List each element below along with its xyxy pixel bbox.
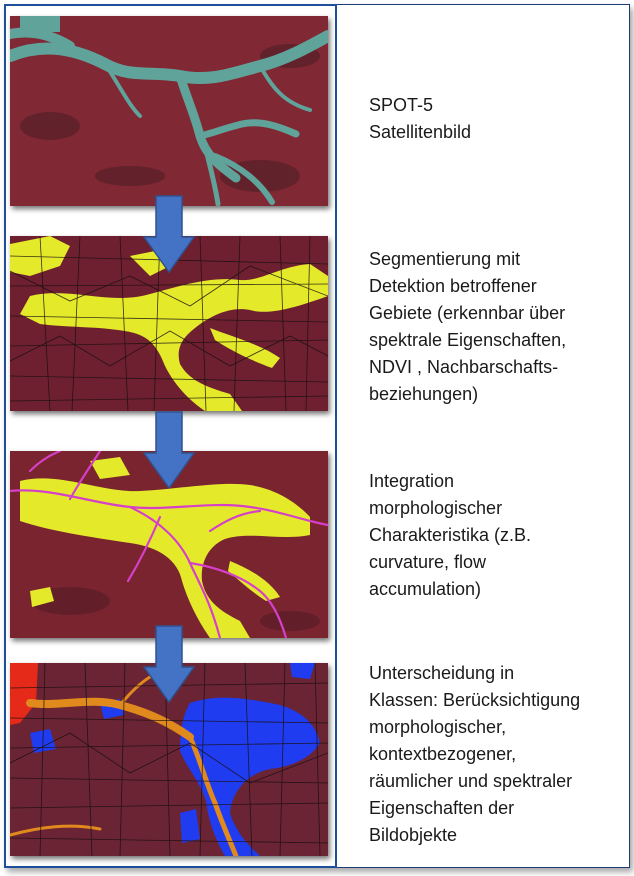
caption-line: Klassen: Berücksichtigung — [369, 690, 581, 710]
down-arrow-icon — [143, 625, 195, 703]
caption-line: Unterscheidung in — [369, 663, 515, 683]
caption-morphology: Integration morphologischer Charakterist… — [369, 468, 619, 603]
caption-classification: Unterscheidung in Klassen: Berücksichtig… — [369, 660, 619, 849]
classification-image — [10, 663, 328, 856]
caption-line: Charakteristika (z.B. — [369, 525, 532, 545]
caption-line: curvature, flow — [369, 552, 487, 572]
caption-line: Detektion betroffener — [369, 276, 537, 296]
down-arrow-icon — [143, 195, 195, 273]
caption-line: Gebiete (erkennbar über — [369, 303, 566, 323]
caption-line: NDVI , Nachbarschafts- — [369, 357, 559, 377]
caption-line: morphologischer — [369, 498, 503, 518]
down-arrow-icon — [143, 411, 195, 489]
caption-line: Satellitenbild — [369, 122, 472, 142]
caption-satellite-image: SPOT-5 Satellitenbild — [369, 92, 619, 146]
caption-line: accumulation) — [369, 579, 482, 599]
caption-line: Integration — [369, 471, 455, 491]
caption-line: kontextbezogener, — [369, 744, 517, 764]
caption-line: SPOT-5 — [369, 95, 434, 115]
satellite-image — [10, 16, 328, 206]
caption-line: Eigenschaften der — [369, 798, 515, 818]
caption-line: beziehungen) — [369, 384, 479, 404]
caption-line: Segmentierung mit — [369, 249, 521, 269]
caption-line: Bildobjekte — [369, 825, 458, 845]
caption-line: räumlicher und spektraler — [369, 771, 573, 791]
caption-segmentation: Segmentierung mit Detektion betroffener … — [369, 246, 619, 408]
caption-line: spektrale Eigenschaften, — [369, 330, 567, 350]
image-column-border — [4, 4, 337, 868]
caption-line: morphologischer, — [369, 717, 507, 737]
